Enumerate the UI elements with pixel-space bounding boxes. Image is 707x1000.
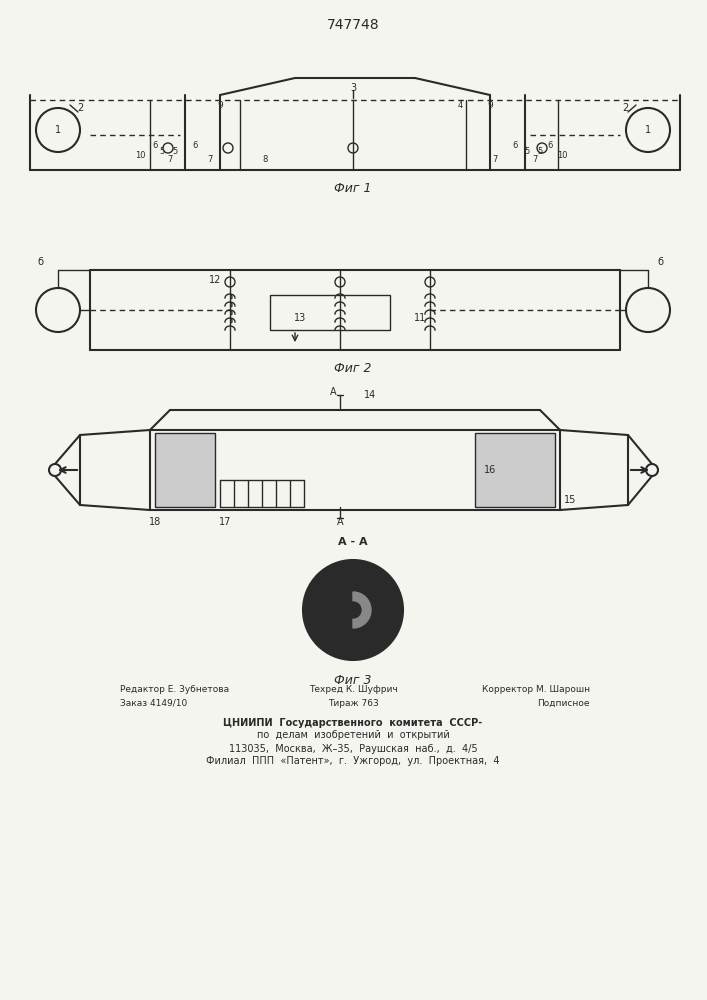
Text: 8: 8 xyxy=(262,155,268,164)
Text: 18: 18 xyxy=(149,517,161,527)
Text: 4: 4 xyxy=(457,101,462,109)
Text: 9: 9 xyxy=(487,101,493,109)
Text: 747748: 747748 xyxy=(327,18,380,32)
Text: 13: 13 xyxy=(294,313,306,323)
Bar xyxy=(270,295,390,330)
Text: ЦНИИПИ  Государственного  комитета  СССР-: ЦНИИПИ Государственного комитета СССР- xyxy=(223,718,483,728)
Text: Подписное: Подписное xyxy=(537,698,590,708)
Text: 7: 7 xyxy=(168,155,173,164)
Text: 12: 12 xyxy=(209,275,221,285)
Text: Филиал  ППП  «Патент»,  г.  Ужгород,  ул.  Проектная,  4: Филиал ППП «Патент», г. Ужгород, ул. Про… xyxy=(206,756,500,766)
Circle shape xyxy=(345,602,361,618)
Text: Тираж 763: Тираж 763 xyxy=(327,698,378,708)
Text: 2: 2 xyxy=(77,103,83,113)
Polygon shape xyxy=(353,592,371,628)
Text: 6: 6 xyxy=(192,140,198,149)
Text: 16: 16 xyxy=(484,465,496,475)
Text: А: А xyxy=(337,517,344,527)
Bar xyxy=(155,433,215,507)
Text: Техред К. Шуфрич: Техред К. Шуфрич xyxy=(309,686,397,694)
Text: 6: 6 xyxy=(547,140,553,149)
Text: А: А xyxy=(330,387,337,397)
Text: 9: 9 xyxy=(217,101,223,109)
Bar xyxy=(475,433,555,507)
Circle shape xyxy=(303,560,403,660)
Text: 6: 6 xyxy=(152,140,158,149)
Text: по  делам  изобретений  и  открытий: по делам изобретений и открытий xyxy=(257,730,450,740)
Text: 10: 10 xyxy=(556,150,567,159)
Text: 2: 2 xyxy=(622,103,628,113)
Text: 5: 5 xyxy=(525,147,530,156)
Text: 6: 6 xyxy=(513,140,518,149)
Text: 5: 5 xyxy=(159,147,165,156)
Text: 1: 1 xyxy=(55,125,61,135)
Text: 5: 5 xyxy=(173,147,177,156)
Text: 3: 3 xyxy=(350,83,356,93)
Text: Фиг 3: Фиг 3 xyxy=(334,674,372,686)
Text: 7: 7 xyxy=(492,155,498,164)
Text: 1: 1 xyxy=(645,125,651,135)
Text: 7: 7 xyxy=(207,155,213,164)
Text: 17: 17 xyxy=(218,517,231,527)
Text: б: б xyxy=(37,257,43,267)
Circle shape xyxy=(335,592,371,628)
Text: 11: 11 xyxy=(414,313,426,323)
Bar xyxy=(150,430,560,510)
Text: Фиг 1: Фиг 1 xyxy=(334,182,372,194)
Text: б: б xyxy=(657,257,663,267)
Circle shape xyxy=(345,602,361,618)
Text: Корректор М. Шарошн: Корректор М. Шарошн xyxy=(482,686,590,694)
Text: 14: 14 xyxy=(364,390,376,400)
Text: 7: 7 xyxy=(532,155,538,164)
Text: Фиг 2: Фиг 2 xyxy=(334,361,372,374)
Text: А - А: А - А xyxy=(338,537,368,547)
Text: 10: 10 xyxy=(135,150,145,159)
Circle shape xyxy=(318,575,388,645)
Text: Заказ 4149/10: Заказ 4149/10 xyxy=(120,698,187,708)
Text: 5: 5 xyxy=(537,147,543,156)
Text: Редактор Е. Зубнетова: Редактор Е. Зубнетова xyxy=(120,686,229,694)
Text: 15: 15 xyxy=(563,495,576,505)
Text: 113035,  Москва,  Ж–35,  Раушская  наб.,  д.  4/5: 113035, Москва, Ж–35, Раушская наб., д. … xyxy=(228,744,477,754)
